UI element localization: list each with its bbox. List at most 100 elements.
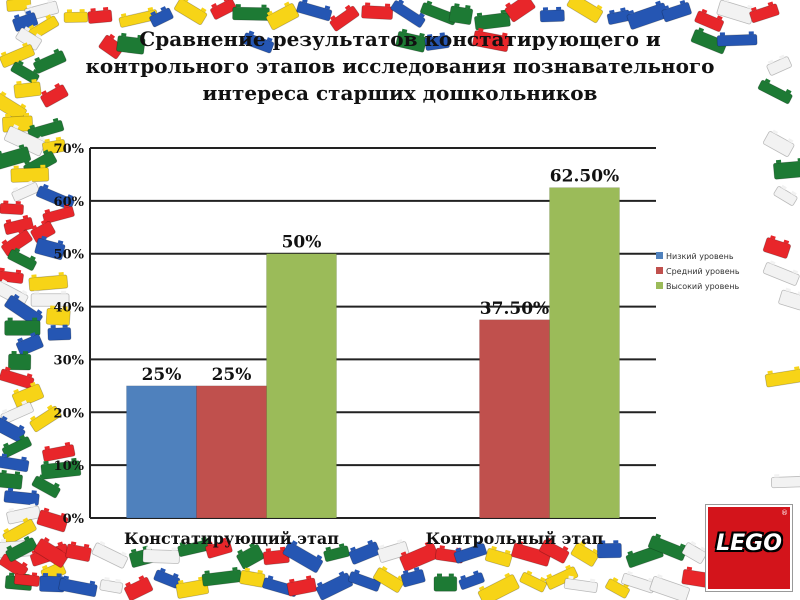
y-tick-label: 10%: [54, 459, 85, 474]
lego-brick: [4, 124, 46, 157]
lego-brick: [33, 537, 69, 568]
lego-brick: [1, 228, 33, 257]
lego-brick: [766, 54, 792, 76]
lego-brick: [175, 576, 210, 599]
lego-brick: [649, 574, 690, 600]
lego-brick: [764, 366, 800, 388]
lego-brick: [3, 487, 40, 506]
data-label: 25%: [212, 365, 252, 385]
lego-brick: [282, 540, 324, 573]
lego-brick: [323, 543, 350, 562]
lego-brick: [87, 7, 113, 24]
lego-brick: [773, 184, 798, 206]
lego-brick: [772, 157, 800, 180]
lego-brick: [661, 0, 692, 23]
lego-brick: [424, 32, 450, 51]
registered-mark: ®: [781, 509, 788, 517]
lego-brick: [0, 453, 30, 473]
lego-brick: [13, 79, 42, 99]
lego-brick: [236, 542, 265, 570]
legend-swatch: [656, 282, 663, 289]
lego-brick: [400, 566, 426, 588]
lego-brick: [65, 541, 92, 562]
data-label: 37.50%: [480, 299, 549, 319]
legend-swatch: [656, 267, 663, 274]
lego-brick: [448, 3, 474, 25]
lego-brick: [484, 545, 513, 568]
lego-brick: [0, 91, 27, 122]
lego-brick: [395, 28, 428, 53]
lego-brick: [749, 1, 780, 24]
data-label: 50%: [282, 233, 322, 253]
lego-brick: [149, 6, 174, 28]
lego-brick: [27, 117, 65, 140]
lego-brick: [142, 546, 180, 564]
y-tick-label: 50%: [54, 248, 85, 263]
lego-brick: [11, 381, 45, 409]
lego-brick: [458, 570, 485, 590]
lego-brick: [399, 541, 440, 572]
lego-brick: [539, 537, 570, 564]
lego-brick: [13, 570, 41, 587]
y-tick-label: 20%: [54, 406, 85, 421]
lego-brick: [5, 535, 38, 562]
lego-brick: [474, 9, 511, 31]
lego-brick: [763, 129, 795, 157]
lego-brick: [0, 400, 34, 425]
lego-brick: [41, 136, 67, 155]
lego-brick: [205, 537, 233, 559]
lego-brick: [519, 570, 547, 593]
lego-brick: [6, 503, 41, 525]
lego-brick: [0, 200, 24, 215]
lego-brick: [239, 567, 266, 588]
y-tick-label: 30%: [54, 353, 85, 368]
lego-brick: [757, 78, 793, 105]
y-tick-label: 70%: [54, 142, 85, 157]
lego-brick: [33, 48, 67, 74]
lego-brick: [7, 247, 37, 271]
lego-brick: [433, 573, 458, 592]
lego-brick: [35, 183, 75, 211]
lego-brick: [566, 0, 604, 24]
legend-swatch: [656, 252, 663, 259]
lego-brick: [770, 473, 800, 489]
legend-label: Низкий уровень: [666, 252, 734, 261]
lego-logo-icon: LEGO ®: [706, 505, 792, 591]
lego-brick: [40, 457, 82, 480]
lego-brick: [472, 27, 510, 53]
lego-brick: [262, 546, 290, 566]
legend-label: Высокий уровень: [666, 282, 739, 291]
lego-brick: [116, 32, 146, 55]
lego-brick: [6, 0, 32, 12]
lego-brick: [539, 6, 565, 23]
data-label: 62.50%: [550, 167, 619, 187]
lego-brick: [153, 567, 181, 589]
lego-brick: [11, 180, 40, 202]
lego-brick: [329, 4, 360, 32]
lego-brick: [265, 1, 300, 31]
y-tick-label: 60%: [54, 195, 85, 210]
lego-brick: [0, 469, 23, 490]
x-category-label: Контрольный этап: [426, 529, 604, 548]
data-label: 25%: [142, 365, 182, 385]
lego-brick: [570, 541, 599, 567]
lego-brick: [15, 332, 44, 357]
lego-brick: [242, 30, 275, 54]
lego-brick: [348, 539, 381, 565]
lego-brick: [174, 0, 208, 26]
lego-brick: [681, 540, 707, 564]
lego-brick: [31, 474, 61, 499]
lego-brick: [545, 564, 579, 590]
lego-brick: [596, 540, 622, 559]
lego-brick: [563, 575, 598, 593]
lego-brick: [390, 0, 426, 28]
bar: [266, 253, 337, 519]
y-tick-label: 40%: [54, 301, 85, 316]
lego-brick: [99, 576, 124, 594]
lego-brick: [361, 2, 394, 20]
bar: [196, 385, 267, 519]
lego-brick: [118, 6, 159, 28]
lego-brick: [40, 82, 69, 108]
bar: [549, 187, 620, 519]
